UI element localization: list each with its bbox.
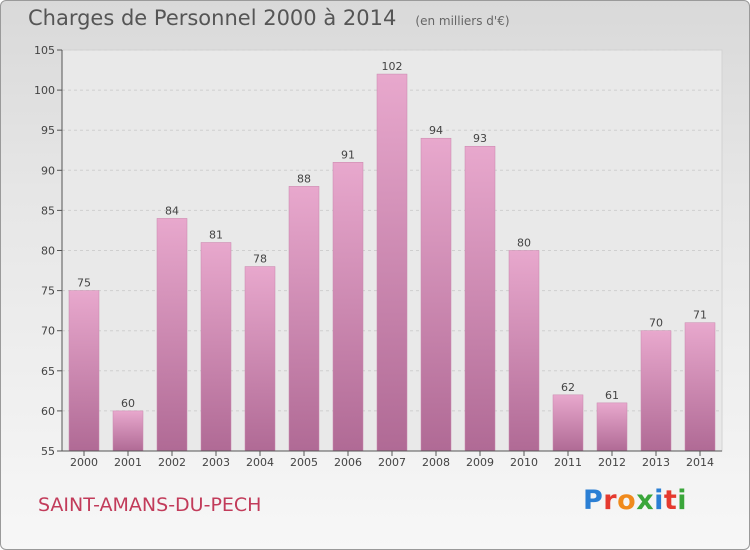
value-label-2004: 78 [253, 253, 267, 266]
y-tick-label: 95 [41, 124, 55, 137]
value-label-2006: 91 [341, 148, 355, 161]
y-tick-label: 80 [41, 245, 55, 258]
bar-2006 [332, 162, 364, 452]
bar-2010 [508, 250, 540, 452]
logo-letter: i [654, 485, 664, 516]
logo-letter: r [603, 485, 618, 516]
bar-2000 [68, 290, 100, 452]
x-tick-label-2005: 2005 [290, 456, 318, 469]
x-tick-label-2010: 2010 [510, 456, 538, 469]
logo-letter: o [617, 485, 637, 516]
bar-2005 [288, 186, 320, 452]
x-tick-label-2006: 2006 [334, 456, 362, 469]
bars-layer [68, 73, 716, 452]
axis-layer: 55 60 65 70 75 80 85 90 95 100 105 2000 2001 2002 2003… [34, 44, 722, 469]
proxiti-logo[interactable]: Proxiti [583, 485, 687, 516]
x-tick-label-2012: 2012 [598, 456, 626, 469]
x-tick-label-2008: 2008 [422, 456, 450, 469]
x-tick-label-2000: 2000 [70, 456, 98, 469]
bar-2001 [112, 410, 144, 452]
labels-layer: 75 60 84 81 78 88 91 102 94 93 80 62 61 70 71 [77, 60, 707, 410]
value-label-2003: 81 [209, 228, 223, 241]
y-tick-label: 70 [41, 325, 55, 338]
bar-2004 [244, 266, 276, 452]
y-tick-label: 55 [41, 445, 55, 458]
bar-2011 [552, 394, 584, 452]
x-tick-label-2004: 2004 [246, 456, 274, 469]
x-tick-label-2007: 2007 [378, 456, 406, 469]
bar-2013 [640, 330, 672, 452]
value-label-2009: 93 [473, 132, 487, 145]
value-label-2012: 61 [605, 389, 619, 402]
bar-2002 [156, 218, 188, 452]
x-tick-label-2002: 2002 [158, 456, 186, 469]
bar-2007 [376, 73, 408, 452]
value-label-2005: 88 [297, 172, 311, 185]
value-label-2010: 80 [517, 237, 531, 250]
logo-letter: t [663, 485, 678, 516]
x-tick-label-2014: 2014 [686, 456, 714, 469]
logo-letter: x [636, 485, 655, 516]
x-tick-label-2011: 2011 [554, 456, 582, 469]
value-label-2000: 75 [77, 277, 91, 290]
x-tick-label-2009: 2009 [466, 456, 494, 469]
y-tick-label: 65 [41, 365, 55, 378]
chart-subtitle: (en milliers d'€) [415, 14, 510, 28]
value-label-2001: 60 [121, 397, 135, 410]
y-tick-label: 100 [34, 84, 55, 97]
y-tick-label: 60 [41, 405, 55, 418]
chart-title: Charges de Personnel 2000 à 2014 [28, 6, 397, 30]
bar-2014 [684, 322, 716, 452]
value-label-2013: 70 [649, 317, 663, 330]
y-tick-label: 105 [34, 44, 55, 57]
y-tick-label: 85 [41, 204, 55, 217]
value-label-2007: 102 [382, 60, 403, 73]
x-tick-label-2013: 2013 [642, 456, 670, 469]
bar-2009 [464, 145, 496, 452]
bar-2012 [596, 402, 628, 452]
title-row: Charges de Personnel 2000 à 2014 (en mil… [28, 6, 510, 30]
x-tick-label-2003: 2003 [202, 456, 230, 469]
bar-2003 [200, 242, 232, 452]
y-tick-label: 90 [41, 164, 55, 177]
value-label-2008: 94 [429, 124, 443, 137]
bar-2008 [420, 137, 452, 452]
place-name: SAINT-AMANS-DU-PECH [38, 494, 262, 516]
value-label-2011: 62 [561, 381, 575, 394]
value-label-2014: 71 [693, 309, 707, 322]
logo-letter: P [583, 485, 604, 516]
x-tick-label-2001: 2001 [114, 456, 142, 469]
value-label-2002: 84 [165, 204, 179, 217]
logo-letter: i [677, 485, 688, 516]
y-tick-label: 75 [41, 285, 55, 298]
